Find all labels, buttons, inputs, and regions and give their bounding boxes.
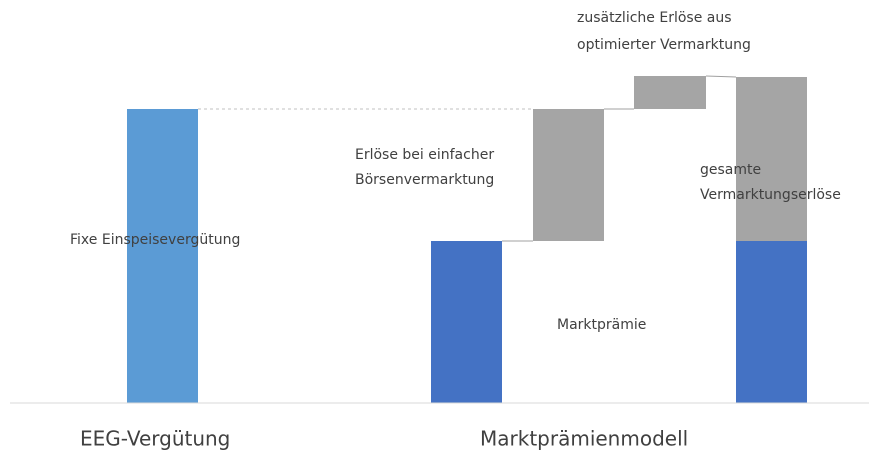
total-revenue-bar: [736, 77, 807, 241]
label: Vermarktungserlöse: [700, 187, 841, 203]
label: Fixe Einspeisevergütung: [70, 232, 240, 248]
premium-bar: [431, 241, 502, 403]
group-label: Marktprämienmodell: [480, 427, 688, 450]
additional-revenue-bar: [634, 76, 706, 109]
group-label: EEG-Vergütung: [80, 427, 230, 450]
label: Marktprämie: [557, 317, 646, 333]
connector: [705, 75, 737, 78]
label: Börsenvermarktung: [355, 172, 494, 188]
label: Erlöse bei einfacher: [355, 147, 494, 163]
label: zusätzliche Erlöse aus: [577, 10, 732, 26]
total-premium-bar: [736, 241, 807, 403]
fixed-bar: [127, 109, 198, 403]
label: gesamte: [700, 162, 761, 178]
label: optimierter Vermarktung: [577, 37, 751, 53]
simple-revenue-bar: [533, 109, 604, 241]
